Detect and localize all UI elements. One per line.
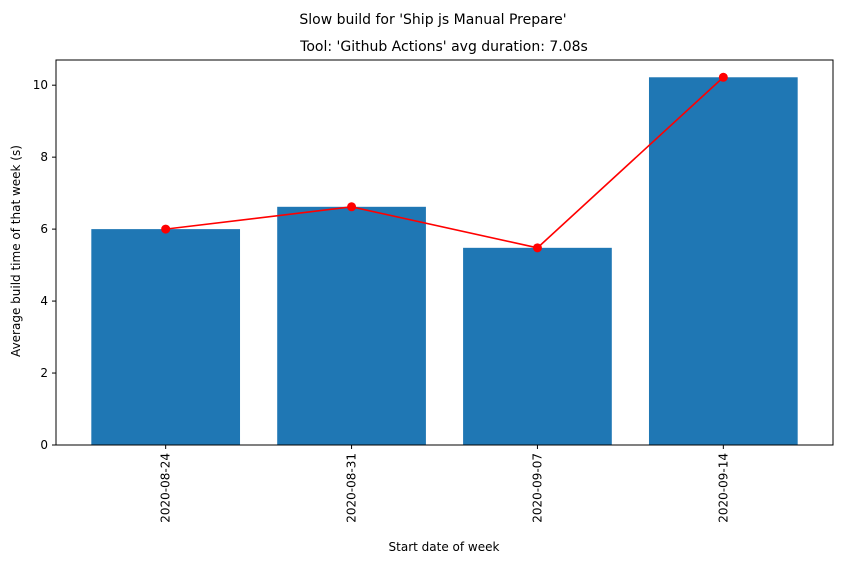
trend-point-2020-09-07 [532,243,542,253]
line-series [161,72,728,253]
x-tick-label: 2020-08-24 [159,453,173,523]
y-axis: 0 2 4 6 8 10 [33,78,56,452]
chart-suptitle: Slow build for 'Ship js Manual Prepare' [299,12,566,28]
bar-2020-08-31 [277,206,426,445]
y-tick-label: 4 [40,294,48,308]
bar-2020-08-24 [91,229,241,445]
x-axis: 2020-08-24 2020-08-31 2020-09-07 2020-09-14 [159,445,730,523]
plot-frame [55,59,834,446]
bar-series [91,77,798,445]
x-axis-label: Start date of week [389,540,500,554]
bar-2020-09-14 [648,77,798,445]
y-tick-label: 2 [40,366,48,380]
y-tick-label: 10 [33,78,48,92]
chart-title: Tool: 'Github Actions' avg duration: 7.0… [299,39,588,55]
x-tick-label: 2020-09-07 [530,453,544,523]
trend-point-2020-08-31 [347,202,357,212]
x-tick-label: 2020-08-31 [345,453,359,523]
trend-point-2020-08-24 [161,224,171,234]
bar-2020-09-07 [463,247,612,445]
x-tick-label: 2020-09-14 [716,453,730,523]
y-tick-label: 6 [40,222,48,236]
trend-point-2020-09-14 [718,72,728,82]
y-tick-label: 8 [40,150,48,164]
y-axis-label: Average build time of that week (s) [9,145,23,357]
trend-line [165,76,724,249]
y-tick-label: 0 [40,438,48,452]
